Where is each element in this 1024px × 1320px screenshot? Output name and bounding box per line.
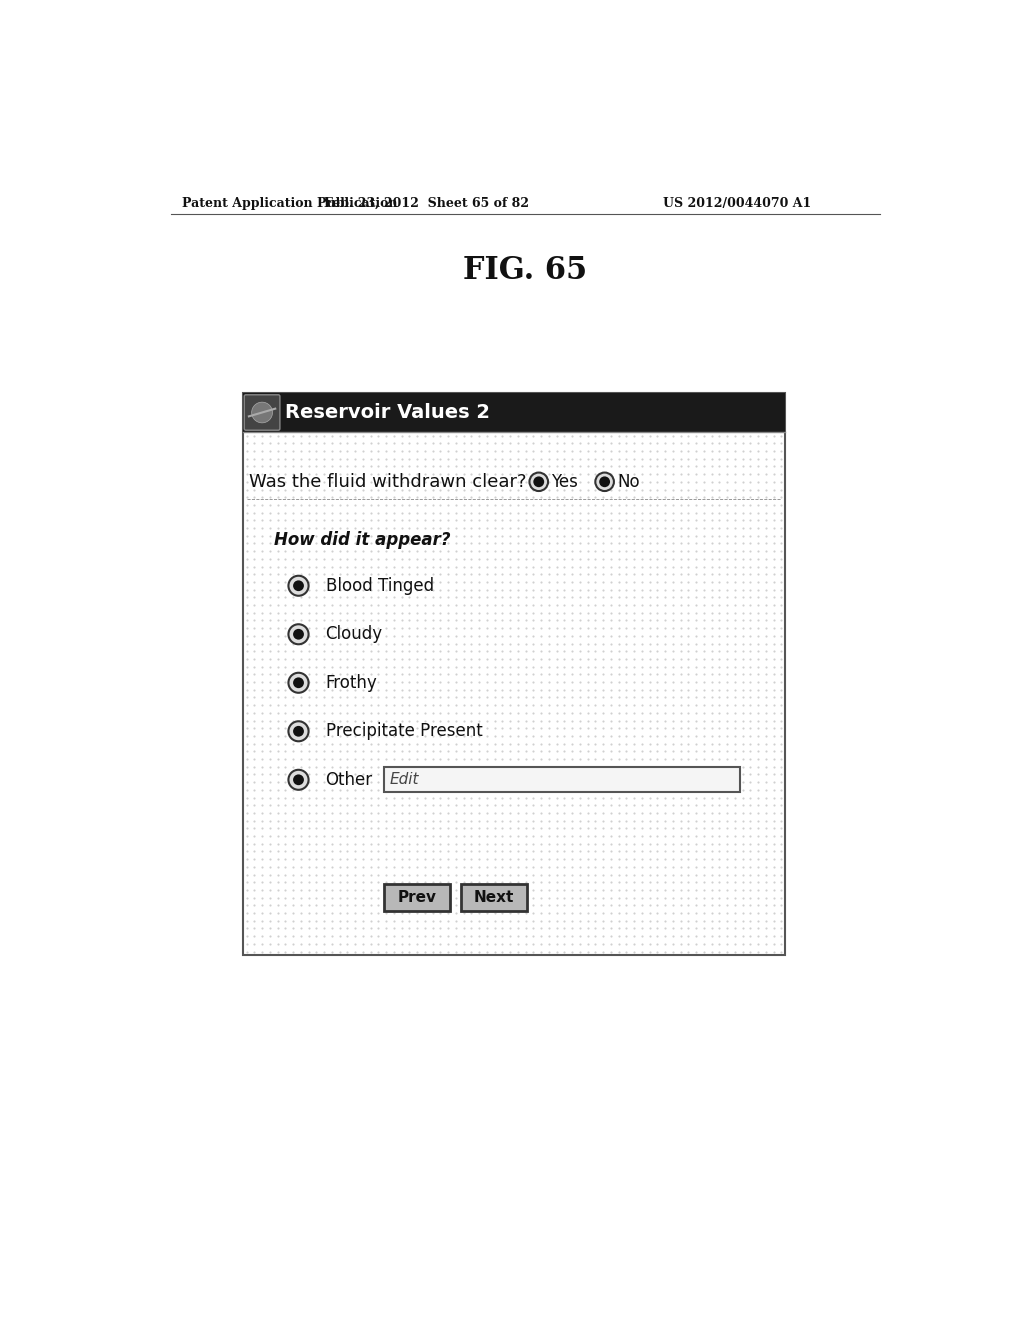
Text: FIG. 65: FIG. 65: [463, 255, 587, 285]
FancyBboxPatch shape: [243, 393, 785, 432]
FancyBboxPatch shape: [461, 884, 527, 911]
Text: Cloudy: Cloudy: [326, 626, 383, 643]
Text: US 2012/0044070 A1: US 2012/0044070 A1: [663, 197, 811, 210]
Text: Prev: Prev: [397, 890, 436, 906]
Text: Blood Tinged: Blood Tinged: [326, 577, 434, 595]
Circle shape: [252, 403, 272, 422]
Circle shape: [529, 473, 548, 491]
Text: Edit: Edit: [390, 772, 420, 787]
Circle shape: [293, 581, 304, 591]
Circle shape: [293, 775, 304, 785]
Text: No: No: [617, 473, 640, 491]
Circle shape: [293, 628, 304, 640]
Circle shape: [534, 477, 544, 487]
FancyBboxPatch shape: [384, 767, 740, 792]
Circle shape: [599, 477, 610, 487]
FancyBboxPatch shape: [245, 395, 280, 430]
Circle shape: [289, 721, 308, 742]
Text: Patent Application Publication: Patent Application Publication: [182, 197, 397, 210]
Text: Other: Other: [326, 771, 373, 789]
Circle shape: [293, 677, 304, 688]
Text: Frothy: Frothy: [326, 673, 378, 692]
Text: Next: Next: [474, 890, 514, 906]
FancyBboxPatch shape: [384, 884, 450, 911]
Circle shape: [289, 624, 308, 644]
Text: Feb. 23, 2012  Sheet 65 of 82: Feb. 23, 2012 Sheet 65 of 82: [324, 197, 528, 210]
Circle shape: [289, 770, 308, 789]
Circle shape: [289, 576, 308, 595]
Circle shape: [595, 473, 614, 491]
Text: Reservoir Values 2: Reservoir Values 2: [285, 403, 489, 422]
Text: Yes: Yes: [551, 473, 578, 491]
Circle shape: [293, 726, 304, 737]
Circle shape: [289, 673, 308, 693]
Text: Was the fluid withdrawn clear?: Was the fluid withdrawn clear?: [249, 473, 526, 491]
Text: How did it appear?: How did it appear?: [273, 531, 451, 549]
Text: Precipitate Present: Precipitate Present: [326, 722, 482, 741]
